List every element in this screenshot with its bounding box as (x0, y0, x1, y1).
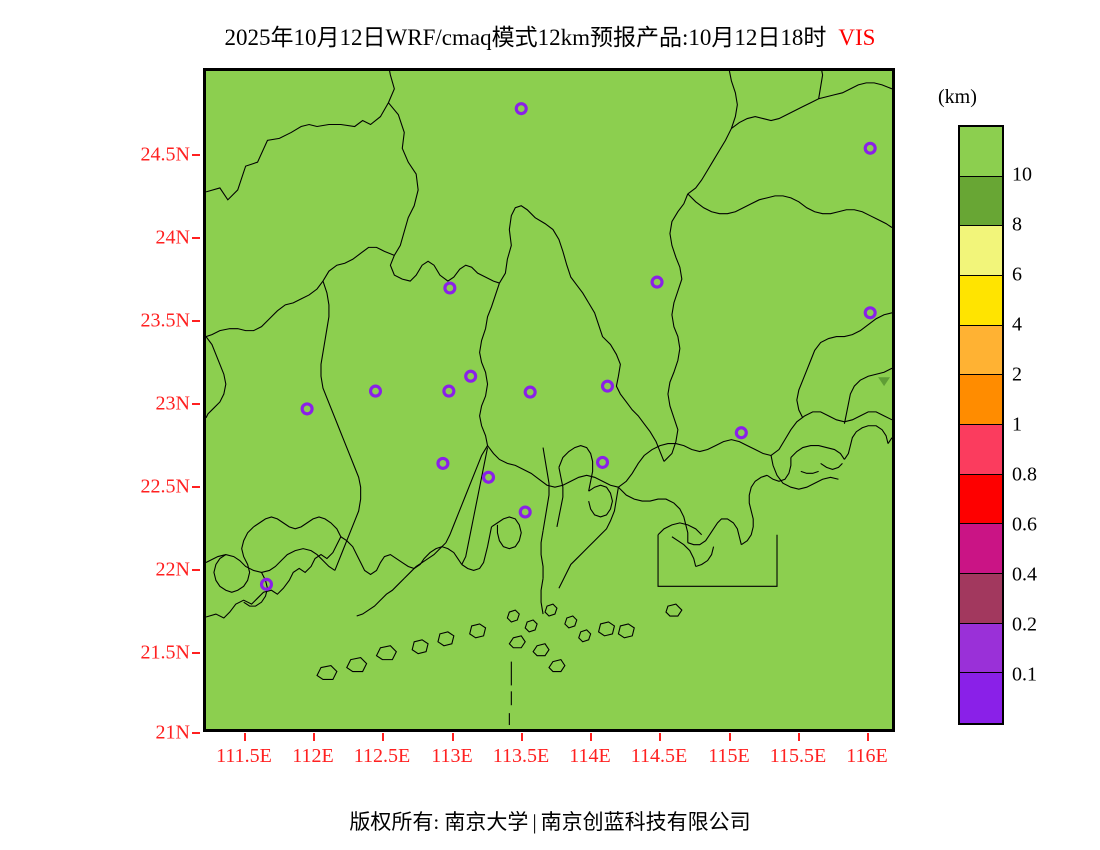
colorbar-label-0-2: 0.2 (1012, 613, 1037, 636)
station-marker (734, 426, 748, 440)
colorbar-band-10 (960, 623, 1002, 674)
station-marker (436, 456, 450, 470)
title-variable-label: VIS (838, 25, 876, 50)
colorbar-band-3 (960, 275, 1002, 326)
colorbar-unit-label: (km) (938, 86, 977, 108)
x-axis-label-115-5e: 115.5E (769, 745, 827, 767)
colorbar-band-9 (960, 573, 1002, 624)
colorbar-band-0 (960, 127, 1002, 177)
y-axis-tick (192, 652, 200, 654)
colorbar-band-11 (960, 673, 1002, 723)
colorbar-label-1: 1 (1012, 413, 1022, 436)
footer-copyright-text: 版权所有: 南京大学 (349, 810, 529, 834)
colorbar-label-8: 8 (1012, 213, 1022, 236)
y-axis-label-24n: 24N (155, 226, 190, 249)
y-axis-tick (192, 569, 200, 571)
colorbar-label-0-4: 0.4 (1012, 563, 1037, 586)
y-axis-tick (192, 154, 200, 156)
x-axis-label-112e: 112E (292, 745, 334, 767)
triangle-marker (878, 377, 891, 387)
coastline-and-islands (206, 425, 892, 726)
x-axis-label-112-5e: 112.5E (353, 745, 411, 767)
station-marker (442, 384, 456, 398)
y-axis-label-23n: 23N (155, 392, 190, 415)
station-marker (595, 455, 610, 469)
station-marker (650, 275, 664, 289)
triangle-markers (878, 377, 891, 387)
x-axis-tick (452, 733, 454, 741)
colorbar-band-2 (960, 226, 1002, 276)
x-axis-label-115e: 115E (708, 745, 750, 767)
y-axis-tick (192, 486, 200, 488)
x-axis-tick (313, 733, 315, 741)
colorbar[interactable] (958, 125, 1004, 725)
title-main-text: 2025年10月12日WRF/cmaq模式12km预报产品:10月12日18时 (224, 25, 827, 50)
x-axis-label-113e: 113E (431, 745, 473, 767)
x-axis-label-113-5e: 113.5E (492, 745, 550, 767)
footer-copyright: 版权所有: 南京大学 | 南京创蓝科技有限公司 (0, 806, 1100, 836)
map-vector-layer (206, 71, 892, 726)
y-axis-label-21-5n: 21.5N (140, 641, 190, 664)
y-axis-label-23-5n: 23.5N (140, 309, 190, 332)
page-title: 2025年10月12日WRF/cmaq模式12km预报产品:10月12日18时 V… (0, 18, 1100, 52)
x-axis-tick (244, 733, 246, 741)
forecast-map-plot-area[interactable] (203, 68, 895, 732)
y-axis-label-21n: 21N (155, 721, 190, 744)
station-markers (259, 102, 877, 591)
colorbar-band-1 (960, 176, 1002, 227)
station-marker (443, 281, 457, 295)
y-axis-label-22-5n: 22.5N (140, 475, 190, 498)
x-axis-label-114e: 114E (569, 745, 611, 767)
colorbar-label-10: 10 (1012, 163, 1032, 186)
colorbar-label-2: 2 (1012, 363, 1022, 386)
y-axis-label-24-5n: 24.5N (140, 143, 190, 166)
station-marker (518, 505, 532, 519)
y-axis-label-22n: 22N (155, 558, 190, 581)
station-marker (863, 306, 877, 320)
footer-company-text: 南京创蓝科技有限公司 (540, 810, 751, 834)
station-marker (600, 379, 615, 393)
x-axis-tick (521, 733, 523, 741)
x-axis-label-111-5e: 111.5E (216, 745, 272, 767)
y-axis-tick (192, 403, 200, 405)
station-marker (300, 402, 314, 416)
colorbar-label-0-6: 0.6 (1012, 513, 1037, 536)
colorbar-band-5 (960, 375, 1002, 425)
x-axis-tick (729, 733, 731, 741)
colorbar-label-0-8: 0.8 (1012, 463, 1037, 486)
x-axis-tick (382, 733, 384, 741)
y-axis-tick (192, 320, 200, 322)
colorbar-band-6 (960, 424, 1002, 475)
station-marker (523, 385, 537, 399)
station-marker (514, 102, 528, 116)
x-axis-tick (659, 733, 661, 741)
x-axis-tick (590, 733, 592, 741)
station-marker (464, 369, 478, 383)
x-axis-tick (867, 733, 869, 741)
administrative-boundaries (206, 71, 892, 617)
colorbar-label-0-1: 0.1 (1012, 663, 1037, 686)
x-axis-label-114-5e: 114.5E (630, 745, 688, 767)
station-marker (481, 470, 496, 484)
colorbar-band-8 (960, 524, 1002, 574)
station-marker (863, 141, 877, 155)
colorbar-label-6: 6 (1012, 263, 1022, 286)
x-axis-tick (798, 733, 800, 741)
x-axis-label-116e: 116E (846, 745, 888, 767)
y-axis-tick (192, 237, 200, 239)
station-marker (259, 577, 274, 591)
colorbar-band-4 (960, 325, 1002, 376)
colorbar-band-7 (960, 474, 1002, 525)
colorbar-label-4: 4 (1012, 313, 1022, 336)
y-axis-tick (192, 732, 200, 734)
station-marker (368, 384, 383, 398)
footer-separator: | (532, 810, 537, 834)
